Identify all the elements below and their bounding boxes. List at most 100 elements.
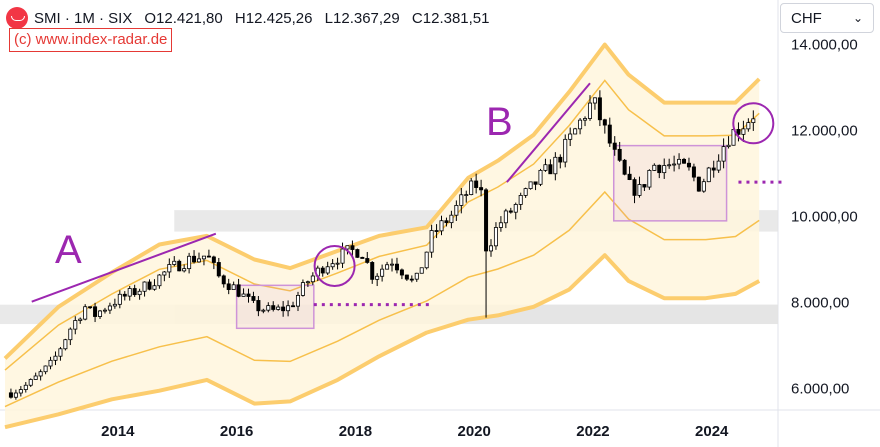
candle-body [612, 142, 617, 150]
y-tick-label: 6.000,00 [791, 381, 849, 398]
x-tick-label: 2016 [220, 423, 253, 440]
candle-body [642, 184, 647, 188]
candle-body [652, 164, 657, 171]
candle-body [508, 210, 513, 213]
candle-body [464, 194, 469, 197]
candle-body [617, 148, 622, 161]
candle-body [177, 260, 182, 272]
channel-upper-band [3, 42, 761, 360]
candle-body [98, 310, 103, 317]
candle-body [592, 97, 597, 104]
candle-body [424, 251, 429, 269]
candle-body [236, 284, 241, 297]
candle-body [197, 258, 202, 263]
candle-body [13, 392, 18, 398]
y-tick-label: 14.000,00 [791, 37, 858, 54]
candle-body [271, 305, 276, 310]
candle-body [78, 318, 83, 321]
candle-body [157, 274, 162, 287]
candle-body [553, 156, 558, 175]
candle-body [360, 256, 365, 259]
candle-body [736, 129, 741, 135]
highlight-circle-0 [313, 244, 356, 287]
candle-body [291, 305, 296, 308]
candle-body [305, 281, 310, 284]
candle-body [23, 384, 28, 390]
candle-body [93, 306, 98, 317]
candle-body [701, 181, 706, 192]
currency-selector[interactable]: CHF ⌄ [780, 3, 874, 33]
candle-body [548, 164, 553, 175]
ohlc-values: O12.421,80 H12.425,26 L12.367,29 C12.381… [144, 10, 497, 27]
candle-body [528, 181, 533, 190]
candle-body [469, 180, 474, 196]
candle-body [48, 359, 53, 367]
candle-body [365, 258, 370, 263]
candle-body [295, 294, 300, 307]
candle-body [602, 119, 607, 126]
candle-body [414, 272, 419, 280]
candle-body [632, 179, 637, 196]
candle-body [38, 371, 43, 377]
candle-body [216, 262, 221, 277]
candle-body [449, 214, 454, 224]
candle-body [459, 194, 464, 206]
candle-body [657, 164, 662, 174]
x-tick-label: 2024 [695, 423, 729, 440]
candle-body [231, 284, 236, 290]
y-tick-label: 12.000,00 [791, 123, 858, 140]
candle-body [142, 281, 147, 292]
candle-body [380, 268, 385, 277]
exchange-logo-icon [6, 7, 28, 29]
candle-body [607, 124, 612, 144]
candle-body [513, 204, 518, 213]
candle-body [454, 205, 459, 216]
channel-lower-band [4, 253, 761, 430]
candle-body [439, 220, 444, 232]
candle-body [587, 102, 592, 119]
annotation-a: A [55, 228, 82, 272]
candle-body [340, 248, 345, 264]
symbol-label[interactable]: SMI · 1M · SIX [34, 9, 133, 27]
candle-body [43, 365, 48, 373]
candle-body [404, 274, 409, 280]
y-tick-label: 8.000,00 [791, 295, 849, 312]
candle-body [533, 181, 538, 185]
trend-line-a [31, 232, 217, 303]
candle-body [355, 249, 360, 258]
candle-body [276, 306, 281, 310]
candle-body [152, 285, 157, 290]
candle-body [409, 278, 414, 281]
copyright-watermark: (c) www.index-radar.de [9, 28, 173, 52]
candle-body [523, 188, 528, 196]
candle-body [63, 339, 68, 350]
candle-body [261, 309, 266, 312]
candle-body [627, 173, 632, 181]
candle-body [266, 305, 271, 311]
candle-body [573, 128, 578, 135]
candle-body [211, 256, 216, 263]
candle-body [325, 266, 330, 274]
candle-body [345, 245, 350, 250]
candle-body [286, 305, 291, 312]
candle-body [563, 138, 568, 163]
open-value: O12.421,80 [144, 9, 223, 27]
candle-body [578, 119, 583, 130]
candle-body [716, 160, 721, 171]
x-tick-label: 2020 [457, 423, 490, 440]
candle-body [558, 156, 563, 163]
candle-body [686, 162, 691, 168]
candle-body [300, 282, 305, 296]
candle-body [484, 189, 489, 252]
candle-body [667, 164, 672, 167]
candle-body [503, 210, 508, 224]
candle-body [498, 222, 503, 228]
chart-legend: SMI · 1M · SIX O12.421,80 H12.425,26 L12… [6, 6, 498, 30]
candle-body [350, 245, 355, 250]
currency-label: CHF [791, 9, 822, 27]
candle-body [112, 303, 117, 307]
trend-line-b [506, 82, 591, 183]
candle-body [726, 144, 731, 148]
candle-body [419, 267, 424, 274]
